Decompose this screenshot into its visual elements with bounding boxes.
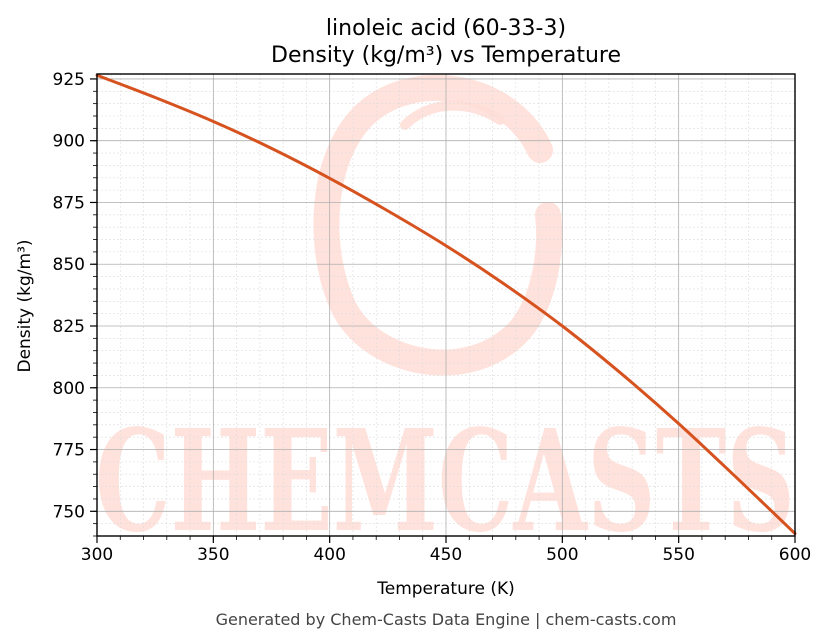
x-tick-label: 400 <box>313 545 345 565</box>
x-tick-label: 450 <box>430 545 462 565</box>
x-tick-label: 600 <box>779 545 811 565</box>
chart-title: linoleic acid (60-33-3) <box>326 16 566 41</box>
axis-ticks <box>90 78 796 543</box>
density-series-line <box>95 73 797 536</box>
y-tick-label: 925 <box>53 70 85 90</box>
watermark-swirl <box>313 74 563 376</box>
y-tick-label: 875 <box>53 193 85 213</box>
x-tick-label: 300 <box>81 545 113 565</box>
y-tick-label: 775 <box>53 441 85 461</box>
x-tick-label: 350 <box>197 545 229 565</box>
watermark-swirl-inner <box>400 100 505 130</box>
y-tick-label: 850 <box>53 255 85 275</box>
footer-credit: Generated by Chem-Casts Data Engine | ch… <box>216 610 677 629</box>
y-tick-label: 750 <box>53 502 85 522</box>
x-axis-label: Temperature (K) <box>376 579 515 599</box>
y-tick-labels: 750 775 800 825 850 875 900 925 <box>53 70 85 522</box>
x-tick-label: 500 <box>546 545 578 565</box>
y-tick-label: 900 <box>53 132 85 152</box>
chart-subtitle: Density (kg/m³) vs Temperature <box>271 43 621 68</box>
y-tick-label: 825 <box>53 317 85 337</box>
series-layer <box>95 73 797 536</box>
y-tick-label: 800 <box>53 379 85 399</box>
y-axis-label: Density (kg/m³) <box>15 239 35 372</box>
x-tick-label: 550 <box>662 545 694 565</box>
x-tick-labels: 300 350 400 450 500 550 600 <box>81 545 811 565</box>
